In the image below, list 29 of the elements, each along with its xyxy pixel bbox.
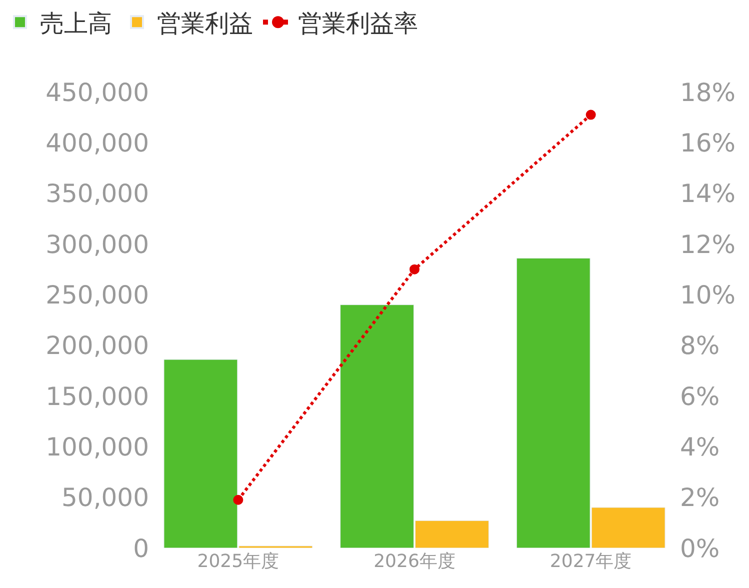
y-tick-label: 400,000	[46, 128, 149, 158]
x-tick-label: 2027年度	[550, 551, 632, 572]
y-tick-label: 100,000	[46, 432, 149, 462]
y-tick-label: 0	[133, 534, 149, 563]
y2-tick-label: 14%	[680, 179, 736, 208]
y2-tick-label: 10%	[680, 280, 736, 310]
legend-label: 売上高	[40, 9, 112, 38]
y2-tick-label: 6%	[680, 382, 720, 411]
point	[586, 110, 596, 120]
y-tick-label: 350,000	[46, 179, 149, 208]
y-tick-label: 300,000	[46, 230, 149, 259]
y2-tick-label: 16%	[680, 128, 736, 158]
point	[233, 494, 244, 505]
legend-label: 営業利益	[157, 9, 253, 38]
y2-tick-label: 4%	[680, 432, 720, 462]
y-tick-label: 450,000	[46, 78, 149, 107]
y2-tick-label: 12%	[680, 230, 736, 259]
y-tick-label: 150,000	[46, 382, 149, 411]
y2-tick-label: 2%	[680, 483, 720, 512]
legend-label: 営業利益率	[298, 9, 418, 38]
y-tick-label: 50,000	[62, 483, 149, 512]
x-tick-label: 2025年度	[197, 551, 280, 572]
y2-tick-label: 8%	[680, 331, 720, 360]
y2-tick-label: 18%	[680, 78, 736, 107]
x-tick-label: 2026年度	[374, 551, 456, 572]
point	[410, 264, 420, 274]
y2-tick-label: 0%	[680, 534, 720, 563]
y-tick-label: 250,000	[46, 280, 149, 310]
y-tick-label: 200,000	[46, 331, 149, 360]
